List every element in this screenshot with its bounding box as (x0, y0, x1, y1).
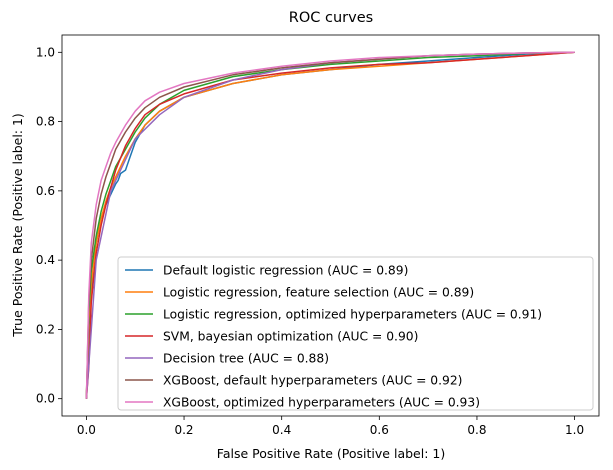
series-line-3 (85, 51, 575, 399)
legend-label-5: XGBoost, default hyperparameters (AUC = … (163, 374, 462, 388)
y-tick-label: 0.6 (36, 184, 55, 198)
legend-box (117, 256, 594, 411)
legend-label-3: SVM, bayesian optimization (AUC = 0.90) (163, 330, 418, 344)
legend-label-1: Logistic regression, feature selection (… (163, 286, 474, 300)
y-tick-label: 0.4 (36, 253, 55, 267)
legend-label-6: XGBoost, optimized hyperparameters (AUC … (163, 396, 480, 410)
x-tick-label: 0.2 (174, 423, 193, 437)
y-tick-label: 0.8 (36, 115, 55, 129)
x-tick-label: 0.8 (467, 423, 486, 437)
legend: Default logistic regression (AUC = 0.89)… (117, 256, 594, 411)
series-line-6 (85, 51, 575, 399)
y-axis-title: True Positive Rate (Positive label: 1) (10, 113, 25, 338)
x-tick-label: 0.6 (370, 423, 389, 437)
x-tick-label: 0.0 (77, 423, 96, 437)
plot-frame (61, 34, 600, 417)
legend-label-2: Logistic regression, optimized hyperpara… (163, 308, 542, 322)
series-layer (85, 51, 575, 399)
legend-label-4: Decision tree (AUC = 0.88) (163, 352, 329, 366)
legend-label-0: Default logistic regression (AUC = 0.89) (163, 264, 408, 278)
y-tick-label: 1.0 (36, 45, 55, 59)
ticks-layer: 0.0 0.2 0.4 0.6 0.8 1.0 0.0 0.2 0.4 0.6 0.8 1.0 (36, 45, 584, 437)
x-axis-title: False Positive Rate (Positive label: 1) (217, 446, 445, 461)
y-tick-label: 0.0 (36, 392, 55, 406)
y-tick-label: 0.2 (36, 322, 55, 336)
x-tick-label: 1.0 (565, 423, 584, 437)
chart-title: ROC curves (289, 10, 373, 26)
x-tick-label: 0.4 (272, 423, 291, 437)
series-line-2 (85, 51, 575, 399)
